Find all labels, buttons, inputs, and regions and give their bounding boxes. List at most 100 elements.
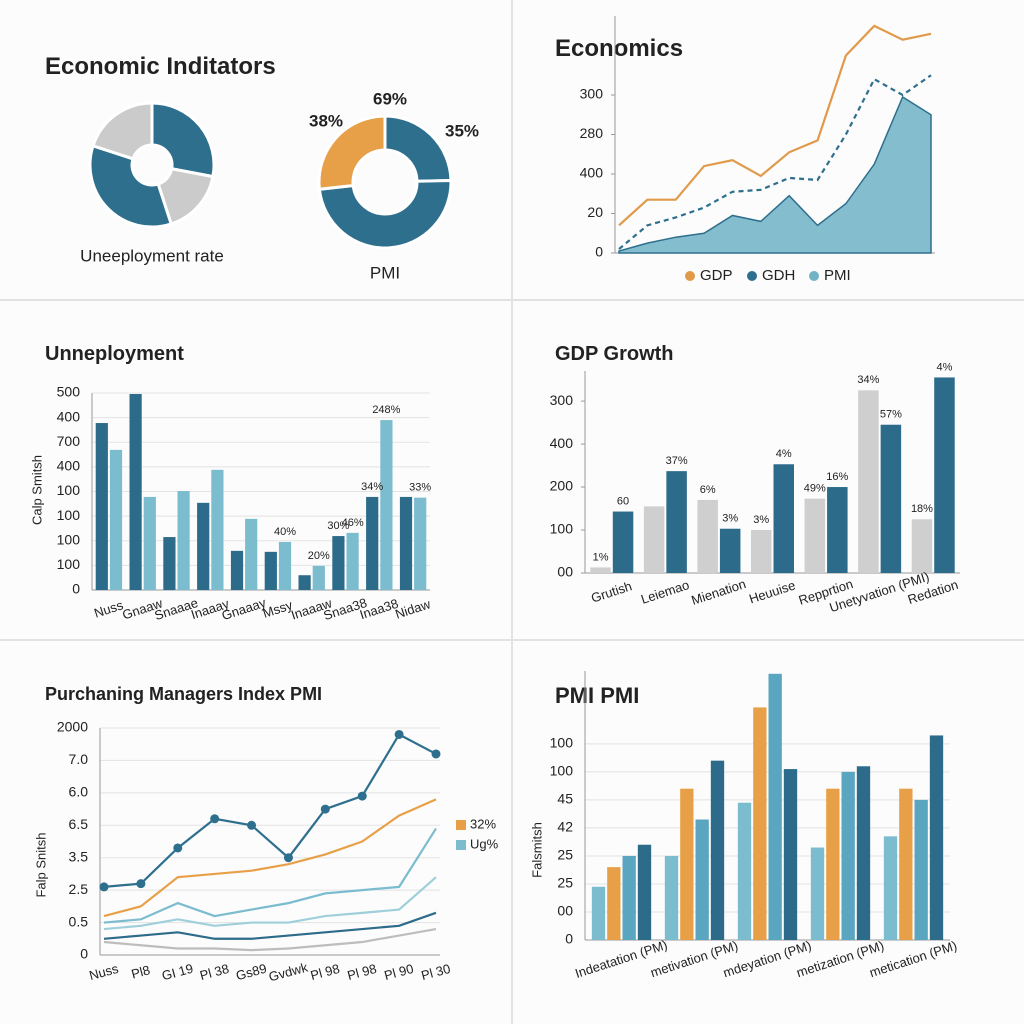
y-tick-label: 0 [80, 946, 88, 962]
legend-label: GDH [762, 267, 795, 284]
chart-title: Unneployment [45, 343, 184, 365]
x-tick-label: Pl 30 [419, 961, 452, 983]
annotation: 248% [372, 404, 400, 416]
chart-title: PMI PMI [555, 683, 639, 708]
marker [136, 879, 146, 889]
marker [210, 814, 220, 824]
y-tick-label: 100 [57, 556, 81, 572]
bar [783, 769, 798, 940]
marker [431, 749, 441, 759]
marker [394, 729, 404, 739]
y-tick-label: 7.0 [69, 751, 89, 767]
annotation: 46% [342, 517, 364, 529]
annotation: 57% [880, 409, 902, 421]
legend-swatch [809, 271, 819, 281]
marker [320, 804, 330, 814]
y-tick-label: 100 [550, 763, 574, 779]
y-tick-label: 400 [580, 165, 604, 181]
bar [929, 735, 944, 940]
area [618, 95, 932, 254]
annotation: 4% [776, 448, 792, 460]
bar [680, 788, 694, 940]
line [103, 827, 437, 924]
y-tick-label: 0.5 [69, 913, 89, 929]
bar [298, 575, 311, 590]
bar [637, 844, 652, 940]
chart-label: PMI [370, 263, 400, 282]
bar [109, 449, 123, 590]
bar [826, 788, 840, 940]
bar [773, 464, 794, 573]
y-tick-label: 6.0 [69, 784, 89, 800]
annotation: 16% [826, 471, 848, 483]
y-tick-label: 280 [580, 125, 604, 141]
annotation: 6% [700, 484, 716, 496]
legend-swatch [685, 271, 695, 281]
chart-title: Economic Inditators [45, 53, 276, 80]
y-tick-label: 2.5 [69, 881, 89, 897]
donut-slice [150, 101, 216, 179]
y-axis-label: Falsmitsh [529, 822, 544, 878]
bar [841, 771, 855, 940]
y-tick-label: 6.5 [69, 816, 89, 832]
y-tick-label: 00 [557, 564, 573, 580]
bar [622, 855, 636, 940]
x-tick-label: Pl 90 [383, 961, 416, 983]
line [103, 733, 437, 888]
bar [95, 423, 108, 590]
donut-slice [317, 114, 387, 191]
y-tick-label: 200 [550, 478, 574, 494]
bar [399, 496, 413, 590]
bar [719, 528, 741, 573]
annotation: 1% [593, 551, 609, 563]
bar [129, 393, 142, 590]
annotation: 34% [857, 374, 879, 386]
y-tick-label: 100 [550, 735, 574, 751]
y-tick-label: 300 [550, 392, 574, 408]
legend-swatch [456, 820, 466, 830]
bar [264, 551, 277, 590]
annotation: 60 [617, 495, 629, 507]
bar [856, 766, 871, 940]
data-label: 69% [373, 89, 407, 108]
bar [332, 536, 345, 590]
legend-label: PMI [824, 267, 851, 284]
bar [753, 707, 767, 940]
chart-title: GDP Growth [555, 343, 674, 365]
y-tick-label: 400 [550, 435, 574, 451]
y-tick-label: 42 [557, 819, 573, 835]
bar [230, 550, 244, 590]
y-axis-label: Calp Smitsh [29, 455, 44, 525]
annotation: 4% [937, 361, 953, 373]
data-label: 38% [309, 111, 343, 130]
donut-slice [156, 166, 215, 226]
y-tick-label: 3.5 [69, 848, 89, 864]
bar [697, 499, 718, 573]
y-tick-label: 0 [72, 581, 80, 597]
bar [710, 760, 725, 940]
legend-label: GDP [700, 267, 733, 284]
bar [883, 836, 898, 940]
y-tick-label: 45 [557, 791, 573, 807]
bar [751, 530, 772, 573]
bar [591, 886, 606, 940]
bar [858, 390, 879, 573]
bar [278, 541, 292, 590]
bar [366, 496, 379, 590]
y-tick-label: 300 [580, 86, 604, 102]
line [103, 911, 437, 940]
y-tick-label: 700 [57, 433, 81, 449]
line [103, 927, 437, 952]
x-tick-label: Pl 98 [346, 961, 379, 983]
annotation: 34% [361, 481, 383, 493]
line [618, 24, 932, 227]
bar [880, 424, 902, 573]
y-tick-label: 20 [587, 204, 603, 220]
legend-label: Ug% [470, 836, 499, 851]
line [103, 798, 437, 918]
bar [143, 496, 156, 590]
y-axis-label: Falp Snitsh [33, 832, 48, 897]
annotation: 3% [722, 513, 738, 525]
bar [607, 867, 621, 940]
annotation: 30% [327, 520, 349, 532]
